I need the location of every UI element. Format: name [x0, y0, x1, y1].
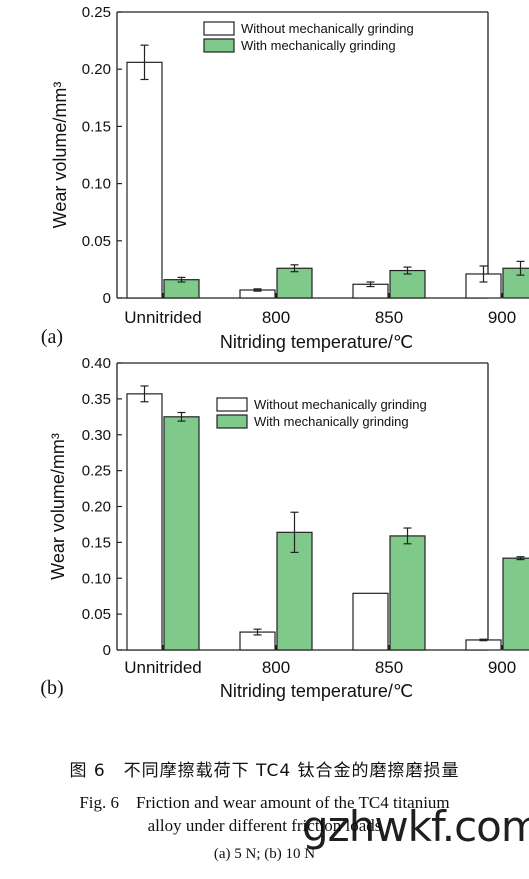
bar-without-grinding [465, 639, 502, 651]
x-axis-title: Nitriding temperature/℃ [220, 332, 413, 352]
chart-panel-a: 0 0.05 0.10 0.15 0.20 0.25 Unnitrided 800 850 900… [41, 4, 529, 352]
y-tick-label: 0.20 [82, 61, 111, 78]
bar-with-grinding [389, 269, 426, 299]
y-tick-label: 0.10 [82, 176, 111, 193]
bar-with-grinding [502, 267, 529, 299]
y-tick-label: 0.05 [82, 606, 111, 623]
y-tick-label: 0.30 [82, 427, 111, 444]
x-tick-label: 900 [488, 308, 516, 327]
legend-swatch [203, 38, 235, 53]
legend-label: Without mechanically grinding [241, 21, 414, 36]
y-axis-title: Wear volume/mm³ [50, 82, 70, 229]
caption-english-line2: alloy under different friction loads [147, 816, 382, 835]
y-tick-label: 0.20 [82, 499, 111, 516]
x-tick-label: Unnitrided [124, 308, 202, 327]
legend-label: Without mechanically grinding [254, 397, 427, 412]
bar-with-grinding [276, 267, 313, 299]
legend-label: With mechanically grinding [241, 38, 396, 53]
watermark-text: gzhwkf.com [302, 802, 529, 851]
y-tick-label: 0.15 [82, 534, 111, 551]
panel-tag: (b) [40, 677, 63, 699]
y-tick-label: 0.25 [82, 4, 111, 21]
bar-with-grinding [502, 557, 529, 651]
x-tick-label: 800 [262, 308, 290, 327]
bar-without-grinding [352, 592, 389, 651]
y-tick-label: 0 [103, 642, 111, 659]
x-tick-label: Unnitrided [124, 658, 202, 677]
legend-swatch [216, 414, 248, 429]
y-tick-label: 0.10 [82, 570, 111, 587]
panel-tag: (a) [41, 326, 63, 348]
y-tick-label: 0.05 [82, 233, 111, 250]
bar-with-grinding [163, 416, 200, 651]
legend-swatch [203, 21, 235, 36]
x-axis-title: Nitriding temperature/℃ [220, 681, 413, 701]
legend-label: With mechanically grinding [254, 414, 409, 429]
caption-subpanels: (a) 5 N; (b) 10 N [213, 846, 316, 862]
bar-without-grinding [126, 393, 163, 651]
x-tick-label: 900 [488, 658, 516, 677]
y-tick-label: 0 [103, 290, 111, 307]
legend-swatch [216, 397, 248, 412]
y-tick-label: 0.25 [82, 463, 111, 480]
chart-panel-b: 0 0.05 0.10 0.15 0.20 0.25 0.30 0.35 0.40 Unnitri… [40, 355, 529, 701]
x-tick-label: 850 [375, 658, 403, 677]
y-tick-label: 0.15 [82, 118, 111, 135]
bar-with-grinding [389, 535, 426, 651]
y-tick-label: 0.40 [82, 355, 111, 372]
x-tick-label: 850 [375, 308, 403, 327]
bar-without-grinding [126, 61, 163, 299]
caption-english-line1: Fig. 6 Friction and wear amount of the T… [79, 793, 450, 812]
y-tick-label: 0.35 [82, 391, 111, 408]
y-axis-title: Wear volume/mm³ [48, 433, 68, 580]
caption-chinese: 图 6 不同摩擦载荷下 TC4 钛合金的磨擦磨损量 [69, 761, 460, 781]
x-tick-label: 800 [262, 658, 290, 677]
figure-charts: 0 0.05 0.10 0.15 0.20 0.25 Unnitrided 800 850 900… [40, 4, 529, 701]
